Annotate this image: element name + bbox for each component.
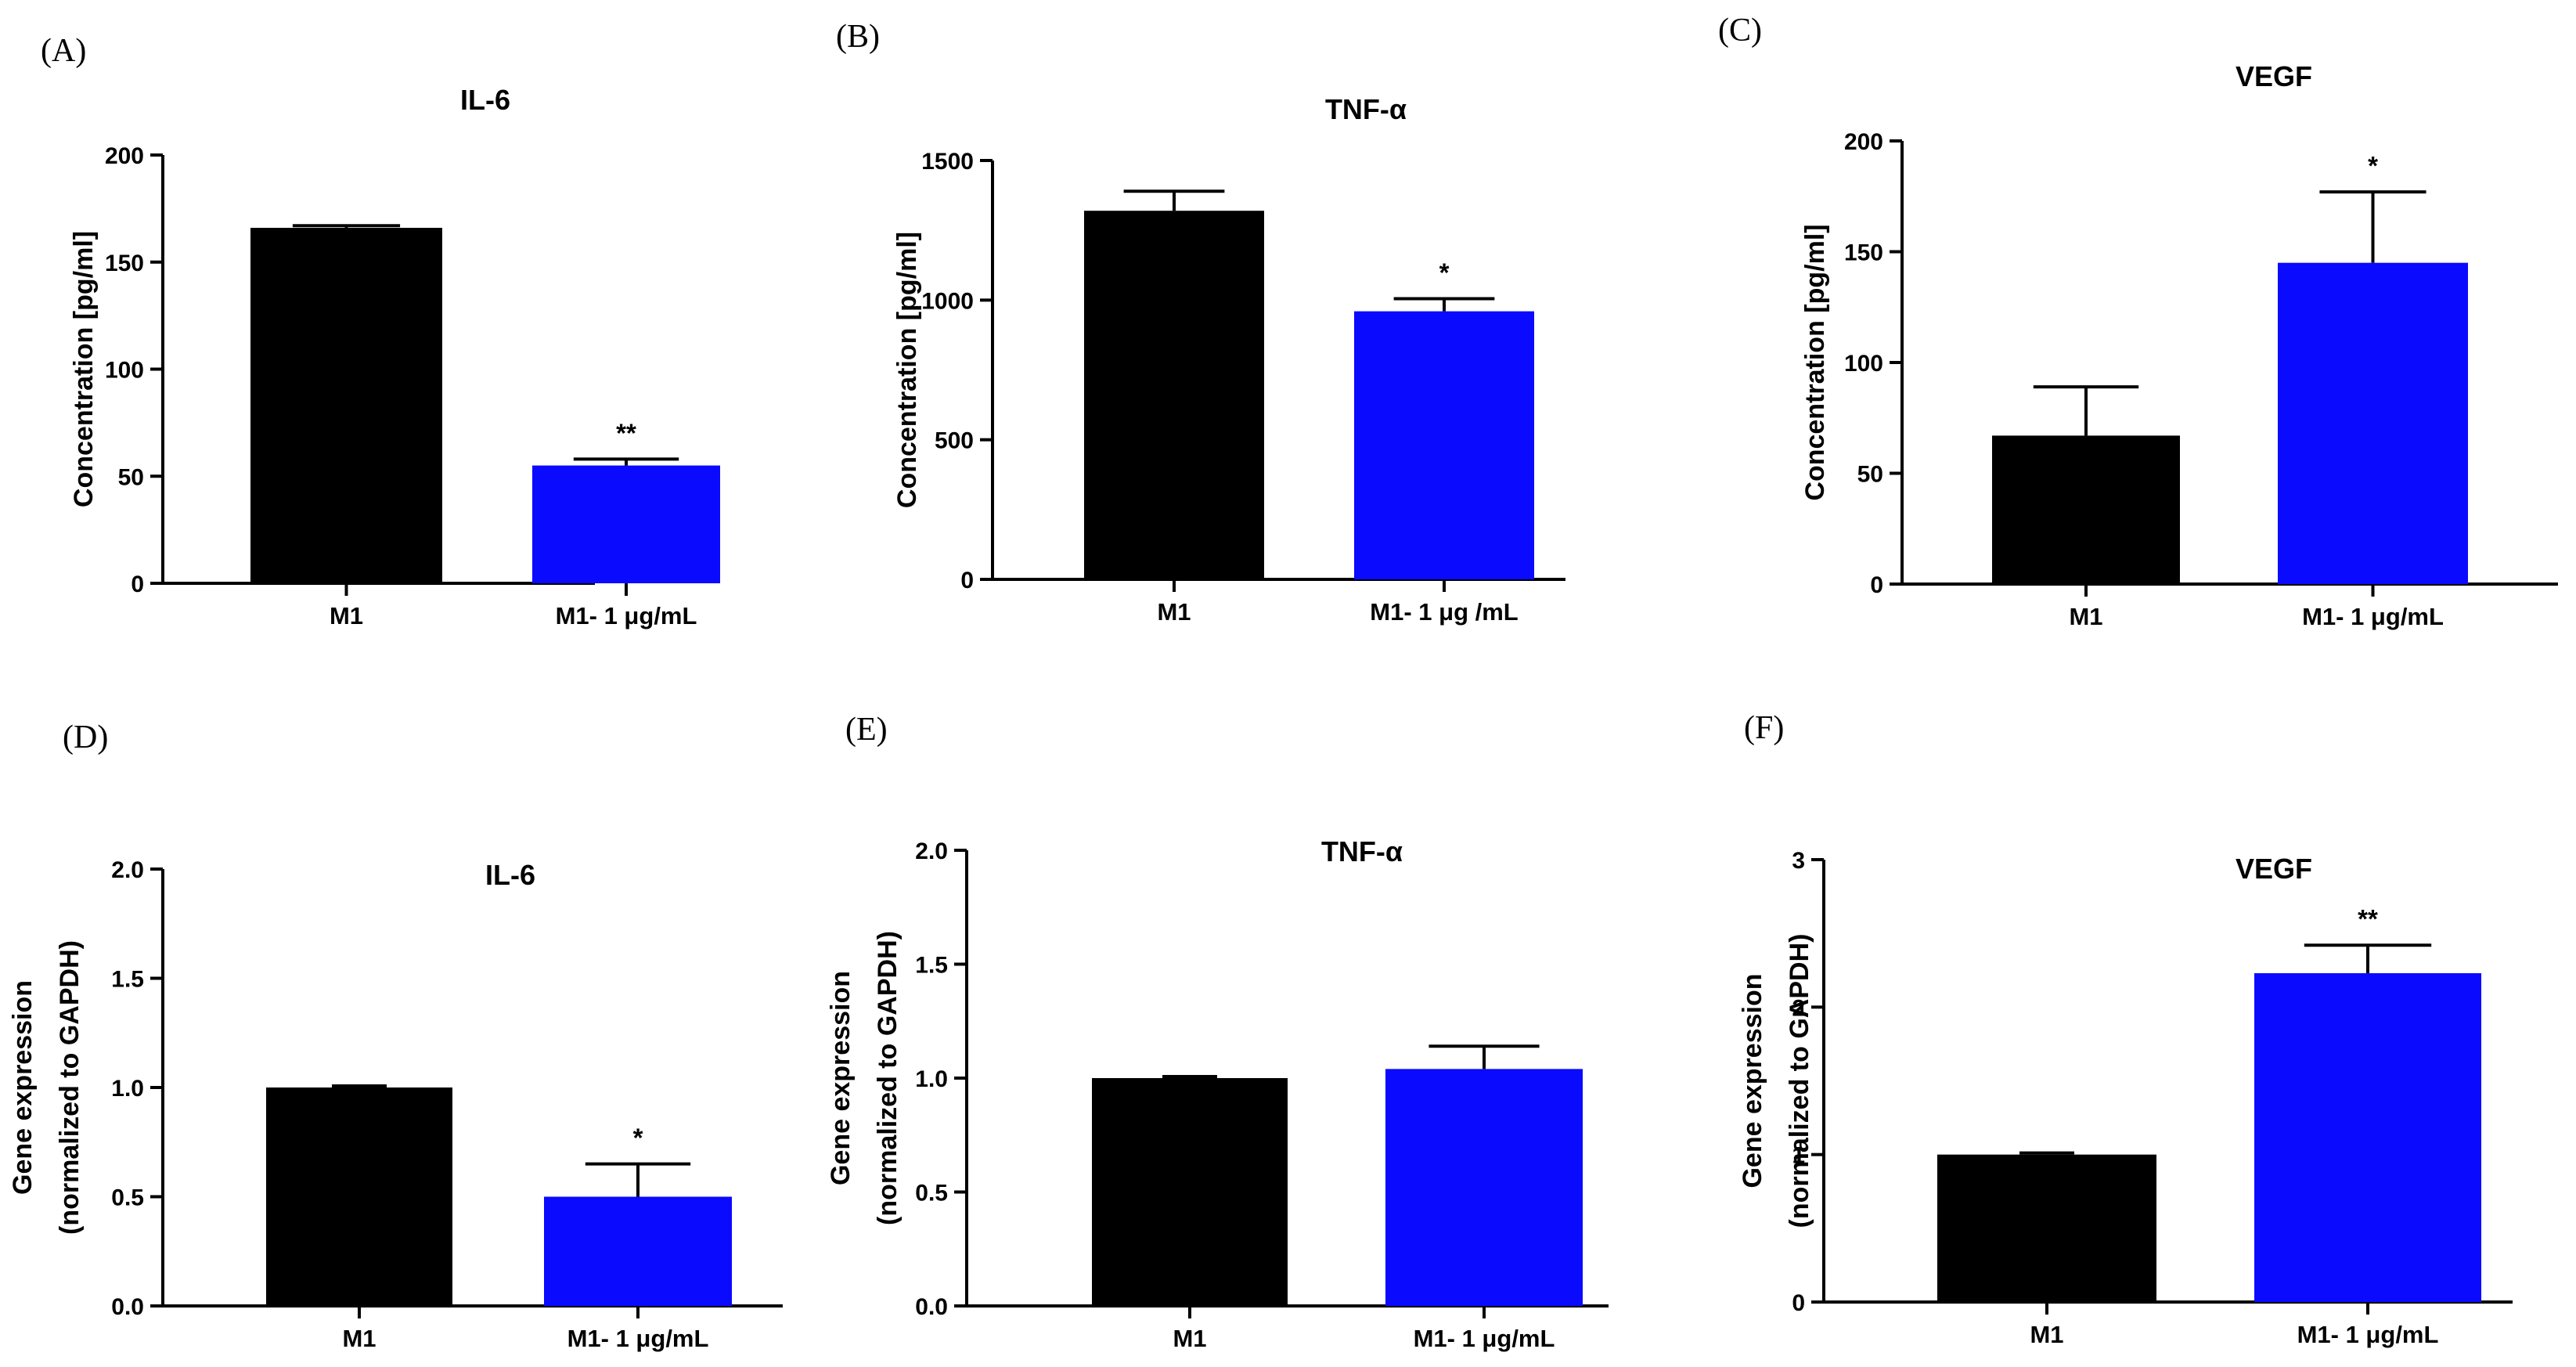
x-tick-label: M1- 1 μg/mL bbox=[1414, 1325, 1555, 1352]
x-tick-label: M1- 1 μg/mL bbox=[2302, 603, 2444, 630]
y-tick-label: 1.5 bbox=[111, 967, 144, 993]
significance-marker: * bbox=[1439, 258, 1450, 287]
bar-m1-treated bbox=[2254, 973, 2481, 1302]
y-tick-label: 2.0 bbox=[915, 839, 948, 864]
y-tick-label: 200 bbox=[1844, 129, 1883, 155]
chart-panel-a: (A) IL-6 Concentration [pg/ml] 0 50 100 150 200… bbox=[41, 33, 720, 629]
x-tick-label: M1- 1 μg/mL bbox=[556, 602, 697, 629]
y-tick-label: 1000 bbox=[921, 288, 974, 314]
x-tick-label: M1- 1 μg /mL bbox=[1370, 598, 1518, 626]
bar-m1 bbox=[1084, 211, 1264, 579]
panel-label: (C) bbox=[1718, 13, 1762, 49]
chart-title: IL-6 bbox=[485, 859, 535, 891]
y-tick-label: 150 bbox=[105, 251, 144, 276]
y-tick-label: 0 bbox=[1870, 572, 1883, 598]
y-axis-label: Concentration [pg/ml] bbox=[892, 232, 922, 508]
y-tick-label: 0.5 bbox=[111, 1185, 144, 1211]
bar-m1-treated bbox=[1354, 311, 1534, 579]
significance-marker: ** bbox=[616, 418, 636, 447]
y-tick-label: 1.0 bbox=[915, 1066, 948, 1092]
bar-m1-treated bbox=[2278, 262, 2468, 584]
y-tick-label: 1500 bbox=[921, 149, 974, 175]
y-tick-label: 200 bbox=[105, 143, 144, 169]
chart-title: IL-6 bbox=[460, 84, 510, 116]
y-axis-label: Gene expression bbox=[8, 980, 38, 1195]
y-tick-label: 2.0 bbox=[111, 857, 144, 883]
y-tick-label: 0.0 bbox=[111, 1294, 144, 1320]
chart-title: VEGF bbox=[2236, 853, 2312, 885]
y-axis-label: Gene expression bbox=[1738, 973, 1767, 1188]
panel-label: (E) bbox=[845, 712, 888, 748]
chart-panel-f: (F) VEGF Gene expression (normalized to GAP… bbox=[1738, 710, 2513, 1348]
bar-m1-treated bbox=[544, 1196, 732, 1306]
bar-m1 bbox=[1092, 1078, 1288, 1306]
y-tick-label: 50 bbox=[1857, 462, 1883, 488]
x-tick-label: M1 bbox=[330, 602, 363, 629]
panel-label: (F) bbox=[1744, 710, 1784, 746]
y-tick-label: 3 bbox=[1792, 848, 1805, 874]
y-tick-label: 150 bbox=[1844, 240, 1883, 266]
y-tick-label: 500 bbox=[935, 428, 974, 454]
x-tick-label: M1- 1 μg/mL bbox=[567, 1325, 709, 1352]
chart-panel-e: (E) TNF-α Gene expression (normalized to GA… bbox=[826, 712, 1609, 1352]
y-tick-label: 100 bbox=[1844, 351, 1883, 377]
y-tick-label: 0 bbox=[1792, 1290, 1805, 1316]
chart-panel-b: (B) TNF-α Concentration [pg/ml] 0 500 1000 150… bbox=[836, 19, 1565, 626]
bar-m1-treated bbox=[532, 465, 720, 583]
y-axis-label: Concentration [pg/ml] bbox=[69, 231, 99, 507]
chart-title: TNF-α bbox=[1321, 835, 1403, 867]
chart-title: TNF-α bbox=[1325, 93, 1407, 125]
y-axis-label: Gene expression bbox=[826, 971, 856, 1185]
panel-label: (A) bbox=[41, 33, 86, 69]
y-tick-label: 1.0 bbox=[111, 1076, 144, 1102]
x-tick-label: M1 bbox=[2069, 603, 2102, 630]
x-tick-label: M1 bbox=[1173, 1325, 1206, 1352]
y-tick-label: 0.0 bbox=[915, 1294, 948, 1320]
x-tick-label: M1 bbox=[342, 1325, 376, 1352]
y-tick-label: 100 bbox=[105, 358, 144, 384]
bar-m1 bbox=[1992, 435, 2180, 584]
chart-panel-d: (D) IL-6 Gene expression (normalized to GAP… bbox=[8, 720, 783, 1352]
significance-marker: * bbox=[633, 1124, 643, 1152]
y-tick-label: 50 bbox=[118, 464, 144, 490]
chart-panel-c: (C) VEGF Concentration [pg/ml] 0 50 100 150 200… bbox=[1718, 13, 2558, 630]
significance-marker: ** bbox=[2358, 904, 2378, 933]
y-axis-label: Concentration [pg/ml] bbox=[1800, 224, 1830, 500]
y-tick-label: 2 bbox=[1792, 995, 1805, 1021]
panel-label: (D) bbox=[63, 720, 108, 756]
y-tick-label: 0 bbox=[960, 568, 974, 593]
y-axis-label: (normalized to GAPDH) bbox=[55, 940, 85, 1235]
bar-m1 bbox=[1937, 1154, 2156, 1302]
y-axis-label: (normalized to GAPDH) bbox=[873, 931, 903, 1225]
chart-title: VEGF bbox=[2236, 60, 2312, 92]
x-tick-label: M1 bbox=[1157, 598, 1191, 626]
bar-m1-treated bbox=[1385, 1069, 1583, 1306]
panel-label: (B) bbox=[836, 19, 880, 55]
x-tick-label: M1 bbox=[2030, 1321, 2063, 1348]
y-tick-label: 0 bbox=[131, 572, 144, 597]
y-tick-label: 1 bbox=[1792, 1143, 1805, 1169]
bar-m1 bbox=[250, 227, 442, 583]
y-tick-label: 1.5 bbox=[915, 953, 948, 979]
y-axis-label: (normalized to GAPDH) bbox=[1785, 934, 1814, 1228]
significance-marker: * bbox=[2368, 151, 2378, 180]
y-tick-label: 0.5 bbox=[915, 1181, 948, 1206]
x-tick-label: M1- 1 μg/mL bbox=[2297, 1321, 2439, 1348]
bar-m1 bbox=[266, 1087, 452, 1306]
